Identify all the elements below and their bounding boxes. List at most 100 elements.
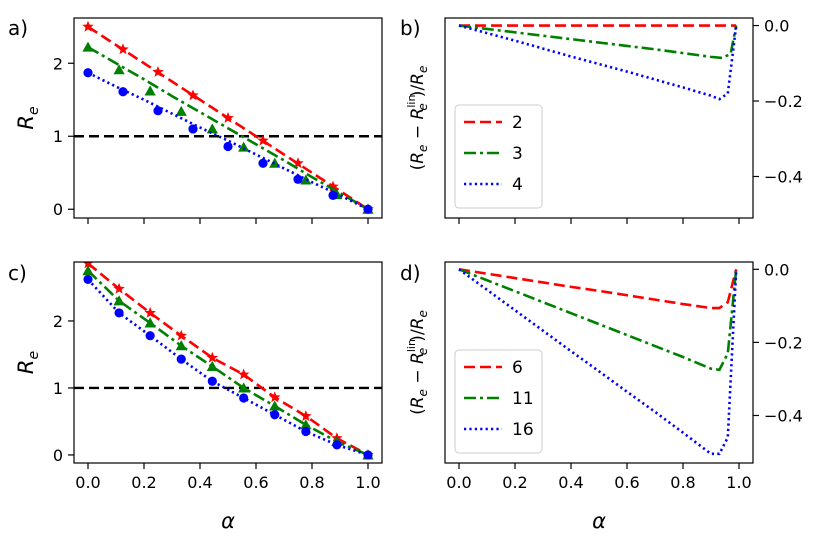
panel-0-series-0-marker <box>187 89 199 101</box>
panel-3-xtick-label: 0.2 <box>502 473 527 492</box>
panel-0-series-2-marker <box>328 190 338 200</box>
panel-2-series-0-marker <box>206 351 219 363</box>
panel-2-series-0-marker <box>175 329 187 341</box>
panel-0-series-1-marker <box>175 105 187 116</box>
panel-2-plot-area <box>74 262 382 460</box>
panel-2-series-0-marker <box>113 282 125 294</box>
panel-1-legend-label: 4 <box>512 175 523 195</box>
panel-0-series-2-marker <box>188 124 198 134</box>
panel-1-frame <box>444 17 754 219</box>
panel-2-series-1-marker <box>113 295 125 306</box>
panel-2-series-2-line <box>87 278 369 457</box>
panel-3-legend <box>454 349 543 454</box>
panel-2-series-1-marker <box>144 317 156 328</box>
panel-0-series-0-marker <box>117 43 129 55</box>
panel-3-plot-area <box>458 268 738 456</box>
panel-0-ylabel: Re <box>14 106 42 129</box>
panel-2-series-0-marker <box>144 306 156 318</box>
panel-3-ytick-label: 0.0 <box>764 260 789 279</box>
panel-0-series-2-marker <box>153 106 163 116</box>
panel-0-series-0-marker <box>292 157 304 169</box>
panel-2-series-1-marker <box>300 419 312 430</box>
panel-3-xlabel: α <box>592 509 606 533</box>
panel-3-series-1-line <box>458 268 738 372</box>
panel-3-ylabel: (Re − Rline)/Re <box>405 310 430 415</box>
panel-0-series-0-marker <box>327 180 339 192</box>
panel-1-label: b) <box>400 16 421 40</box>
panel-0-series-1-marker <box>82 41 94 52</box>
panel-0-series-2-marker <box>363 204 373 214</box>
panel-2-series-2-marker <box>114 308 124 318</box>
panel-3-series-2-line <box>458 268 738 456</box>
panel-1-ytick-label: −0.4 <box>764 167 803 186</box>
panel-0-series-1-marker <box>206 123 218 134</box>
panel-0-ytick-label: 2 <box>53 54 63 73</box>
panel-2-series-1-marker <box>238 382 250 393</box>
panel-1: 0.0 −0.2 −0.4 b) (Re − Rline)/Re 2 3 4 <box>400 16 803 224</box>
panel-2-series-1-marker <box>269 400 281 411</box>
panel-0-series-2-marker <box>293 174 303 184</box>
panel-3-xtick-label: 1.0 <box>726 473 751 492</box>
panel-2-series-1-line <box>87 269 369 457</box>
panel-2-series-0-line <box>87 262 369 457</box>
panel-0-series-0-marker <box>222 112 234 123</box>
panel-1-legend-label: 3 <box>512 144 523 164</box>
panel-0-series-2-marker <box>118 87 128 97</box>
panel-2-frame <box>73 261 383 464</box>
panel-3-xtick-label: 0.0 <box>446 473 471 492</box>
panel-0-series-0-marker <box>82 20 94 32</box>
panel-2-xtick-label: 1.0 <box>355 473 380 492</box>
panel-2-series-1-marker <box>82 265 94 276</box>
panel-2-xlabel: α <box>221 509 235 533</box>
panel-2-series-1-marker <box>206 360 218 371</box>
panel-2-series-0-marker <box>237 368 250 380</box>
panel-3-xtick-label: 0.6 <box>614 473 639 492</box>
panel-2-xtick-label: 0.0 <box>75 473 100 492</box>
panel-0-series-1-marker <box>238 141 250 152</box>
panel-3-xtick-label: 0.4 <box>558 473 583 492</box>
panel-0-series-0-marker <box>257 134 269 146</box>
panel-1-series-1-line <box>458 24 738 60</box>
panel-2-series-0-marker <box>300 410 312 421</box>
panel-2-series-2-marker <box>332 440 342 450</box>
panel-1-legend-label: 2 <box>512 113 523 133</box>
panel-2-series-2-marker <box>145 331 155 341</box>
panel-3-legend-label: 11 <box>512 389 534 409</box>
panel-1-plot-area <box>458 24 738 101</box>
panel-2-series-2-marker <box>270 410 280 420</box>
panel-2-series-2-marker <box>301 426 311 437</box>
panel-1-ytick-label: 0.0 <box>764 17 789 36</box>
panel-3-ytick-label: −0.4 <box>764 406 803 425</box>
panel-0-label: a) <box>8 16 28 40</box>
panel-3: 0.0 0.2 0.4 0.6 0.8 1.0 0.0 −0.2 −0.4 d) (Re − Rli… <box>400 260 803 533</box>
panel-2-xtick-label: 0.4 <box>187 473 212 492</box>
panel-0-series-1-marker <box>300 174 312 185</box>
panel-0: 0 1 2 a) Re <box>8 16 383 224</box>
panel-2-series-0-marker <box>82 262 94 269</box>
panel-1-legend <box>454 104 543 209</box>
panel-2-ylabel: Re <box>14 351 42 374</box>
panel-3-series-0-line <box>458 268 738 310</box>
panel-0-series-2-marker <box>83 68 93 78</box>
panel-0-ytick-label: 1 <box>53 127 63 146</box>
panel-0-series-1-marker <box>113 64 125 75</box>
panel-2-xtick-label: 0.6 <box>243 473 268 492</box>
panel-0-series-1-marker <box>144 85 156 96</box>
panel-0-series-1-line <box>87 46 369 211</box>
panel-0-series-2-marker <box>223 141 233 152</box>
panel-2-series-0-marker <box>269 391 281 403</box>
panel-2-ytick-label: 1 <box>53 379 63 398</box>
panel-1-series-2-line <box>458 24 738 101</box>
panel-1-ylabel: (Re − Rline)/Re <box>405 66 430 171</box>
panel-3-legend-label: 16 <box>512 420 534 440</box>
panel-0-ytick-label: 0 <box>53 200 63 219</box>
panel-3-ytick-label: −0.2 <box>764 333 803 352</box>
panel-2-ytick-label: 0 <box>53 446 63 465</box>
panel-3-label: d) <box>400 261 421 285</box>
panel-2-series-1-marker <box>175 340 187 351</box>
panel-2-series-2-marker <box>363 450 373 460</box>
panel-0-series-2-line <box>87 71 369 211</box>
panel-3-legend-label: 6 <box>512 358 523 378</box>
panel-1-ytick-label: −0.2 <box>764 92 803 111</box>
